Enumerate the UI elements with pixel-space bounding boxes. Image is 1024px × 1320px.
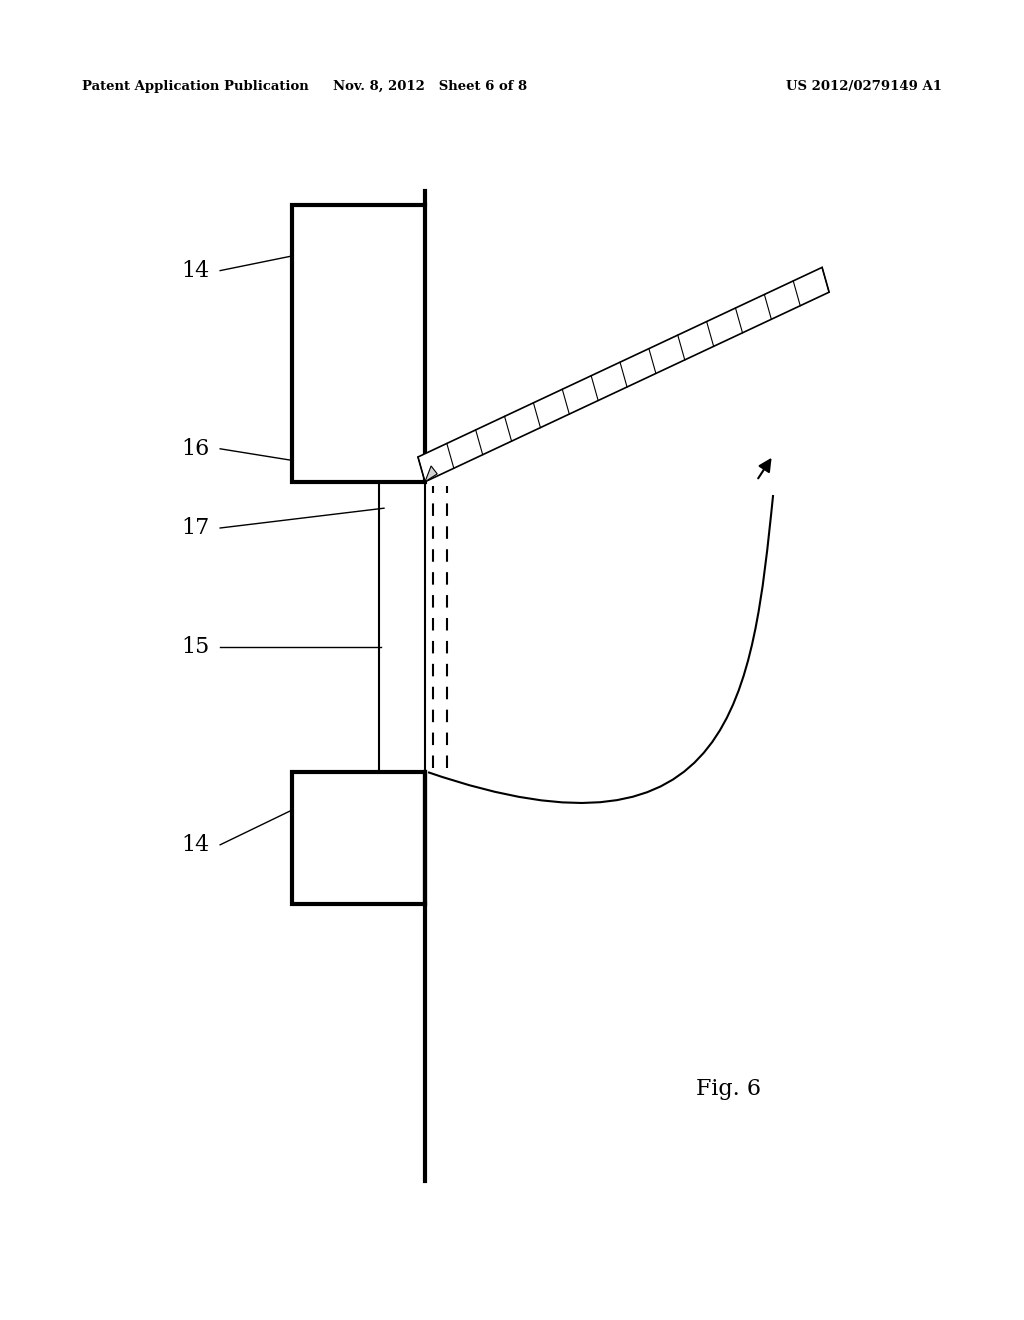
- Text: 17: 17: [181, 517, 210, 539]
- Text: Fig. 6: Fig. 6: [696, 1078, 761, 1100]
- Text: 16: 16: [181, 438, 210, 459]
- Text: Patent Application Publication: Patent Application Publication: [82, 81, 308, 92]
- Polygon shape: [418, 268, 829, 482]
- Text: 14: 14: [181, 834, 210, 855]
- Bar: [292, 205, 425, 482]
- Text: Nov. 8, 2012   Sheet 6 of 8: Nov. 8, 2012 Sheet 6 of 8: [333, 81, 527, 92]
- Polygon shape: [425, 466, 437, 482]
- Text: 15: 15: [181, 636, 210, 657]
- Text: US 2012/0279149 A1: US 2012/0279149 A1: [786, 81, 942, 92]
- Text: 14: 14: [181, 260, 210, 281]
- Bar: [292, 772, 425, 904]
